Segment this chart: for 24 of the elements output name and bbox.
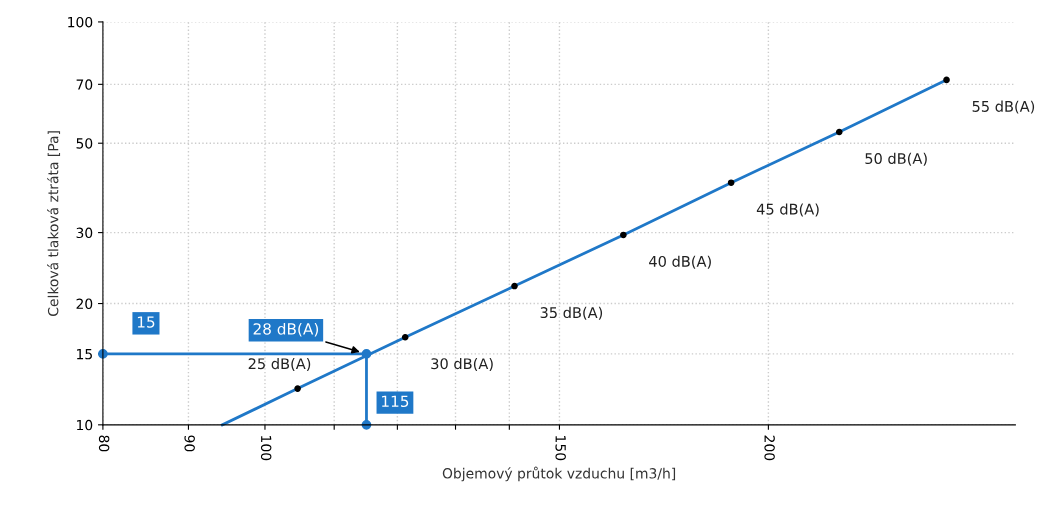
- y-axis-title: Celková tlaková ztráta [Pa]: [47, 131, 61, 316]
- y-tick-label: 30: [76, 227, 93, 239]
- annotation: 15: [137, 316, 155, 328]
- x-tick-label: 200: [764, 435, 775, 461]
- annotation: 25 dB(A): [248, 357, 311, 371]
- y-tick-label: 15: [77, 349, 92, 360]
- x-tick-label: 90: [184, 435, 195, 452]
- x-tick-label: 150: [555, 436, 566, 461]
- x-tick-label: 80: [98, 435, 110, 452]
- annotation: 115: [382, 395, 409, 408]
- y-tick-label: 100: [68, 16, 93, 28]
- annotation: 28 dB(A): [253, 322, 319, 337]
- y-tick-label: 10: [77, 419, 93, 431]
- annotation: 30 dB(A): [431, 357, 493, 371]
- x-axis-title: Objemový průtok vzduchu [m3/h]: [442, 466, 676, 482]
- y-tick-label: 50: [76, 138, 93, 149]
- annotation: 35 dB(A): [540, 306, 603, 320]
- x-tick-label: 100: [260, 436, 272, 461]
- y-tick-label: 20: [76, 298, 93, 310]
- annotation: 55 dB(A): [972, 100, 1035, 114]
- annotation: 40 dB(A): [649, 255, 711, 269]
- y-tick-label: 70: [76, 79, 93, 90]
- annotation: 45 dB(A): [756, 203, 819, 217]
- annotation: 50 dB(A): [865, 152, 927, 166]
